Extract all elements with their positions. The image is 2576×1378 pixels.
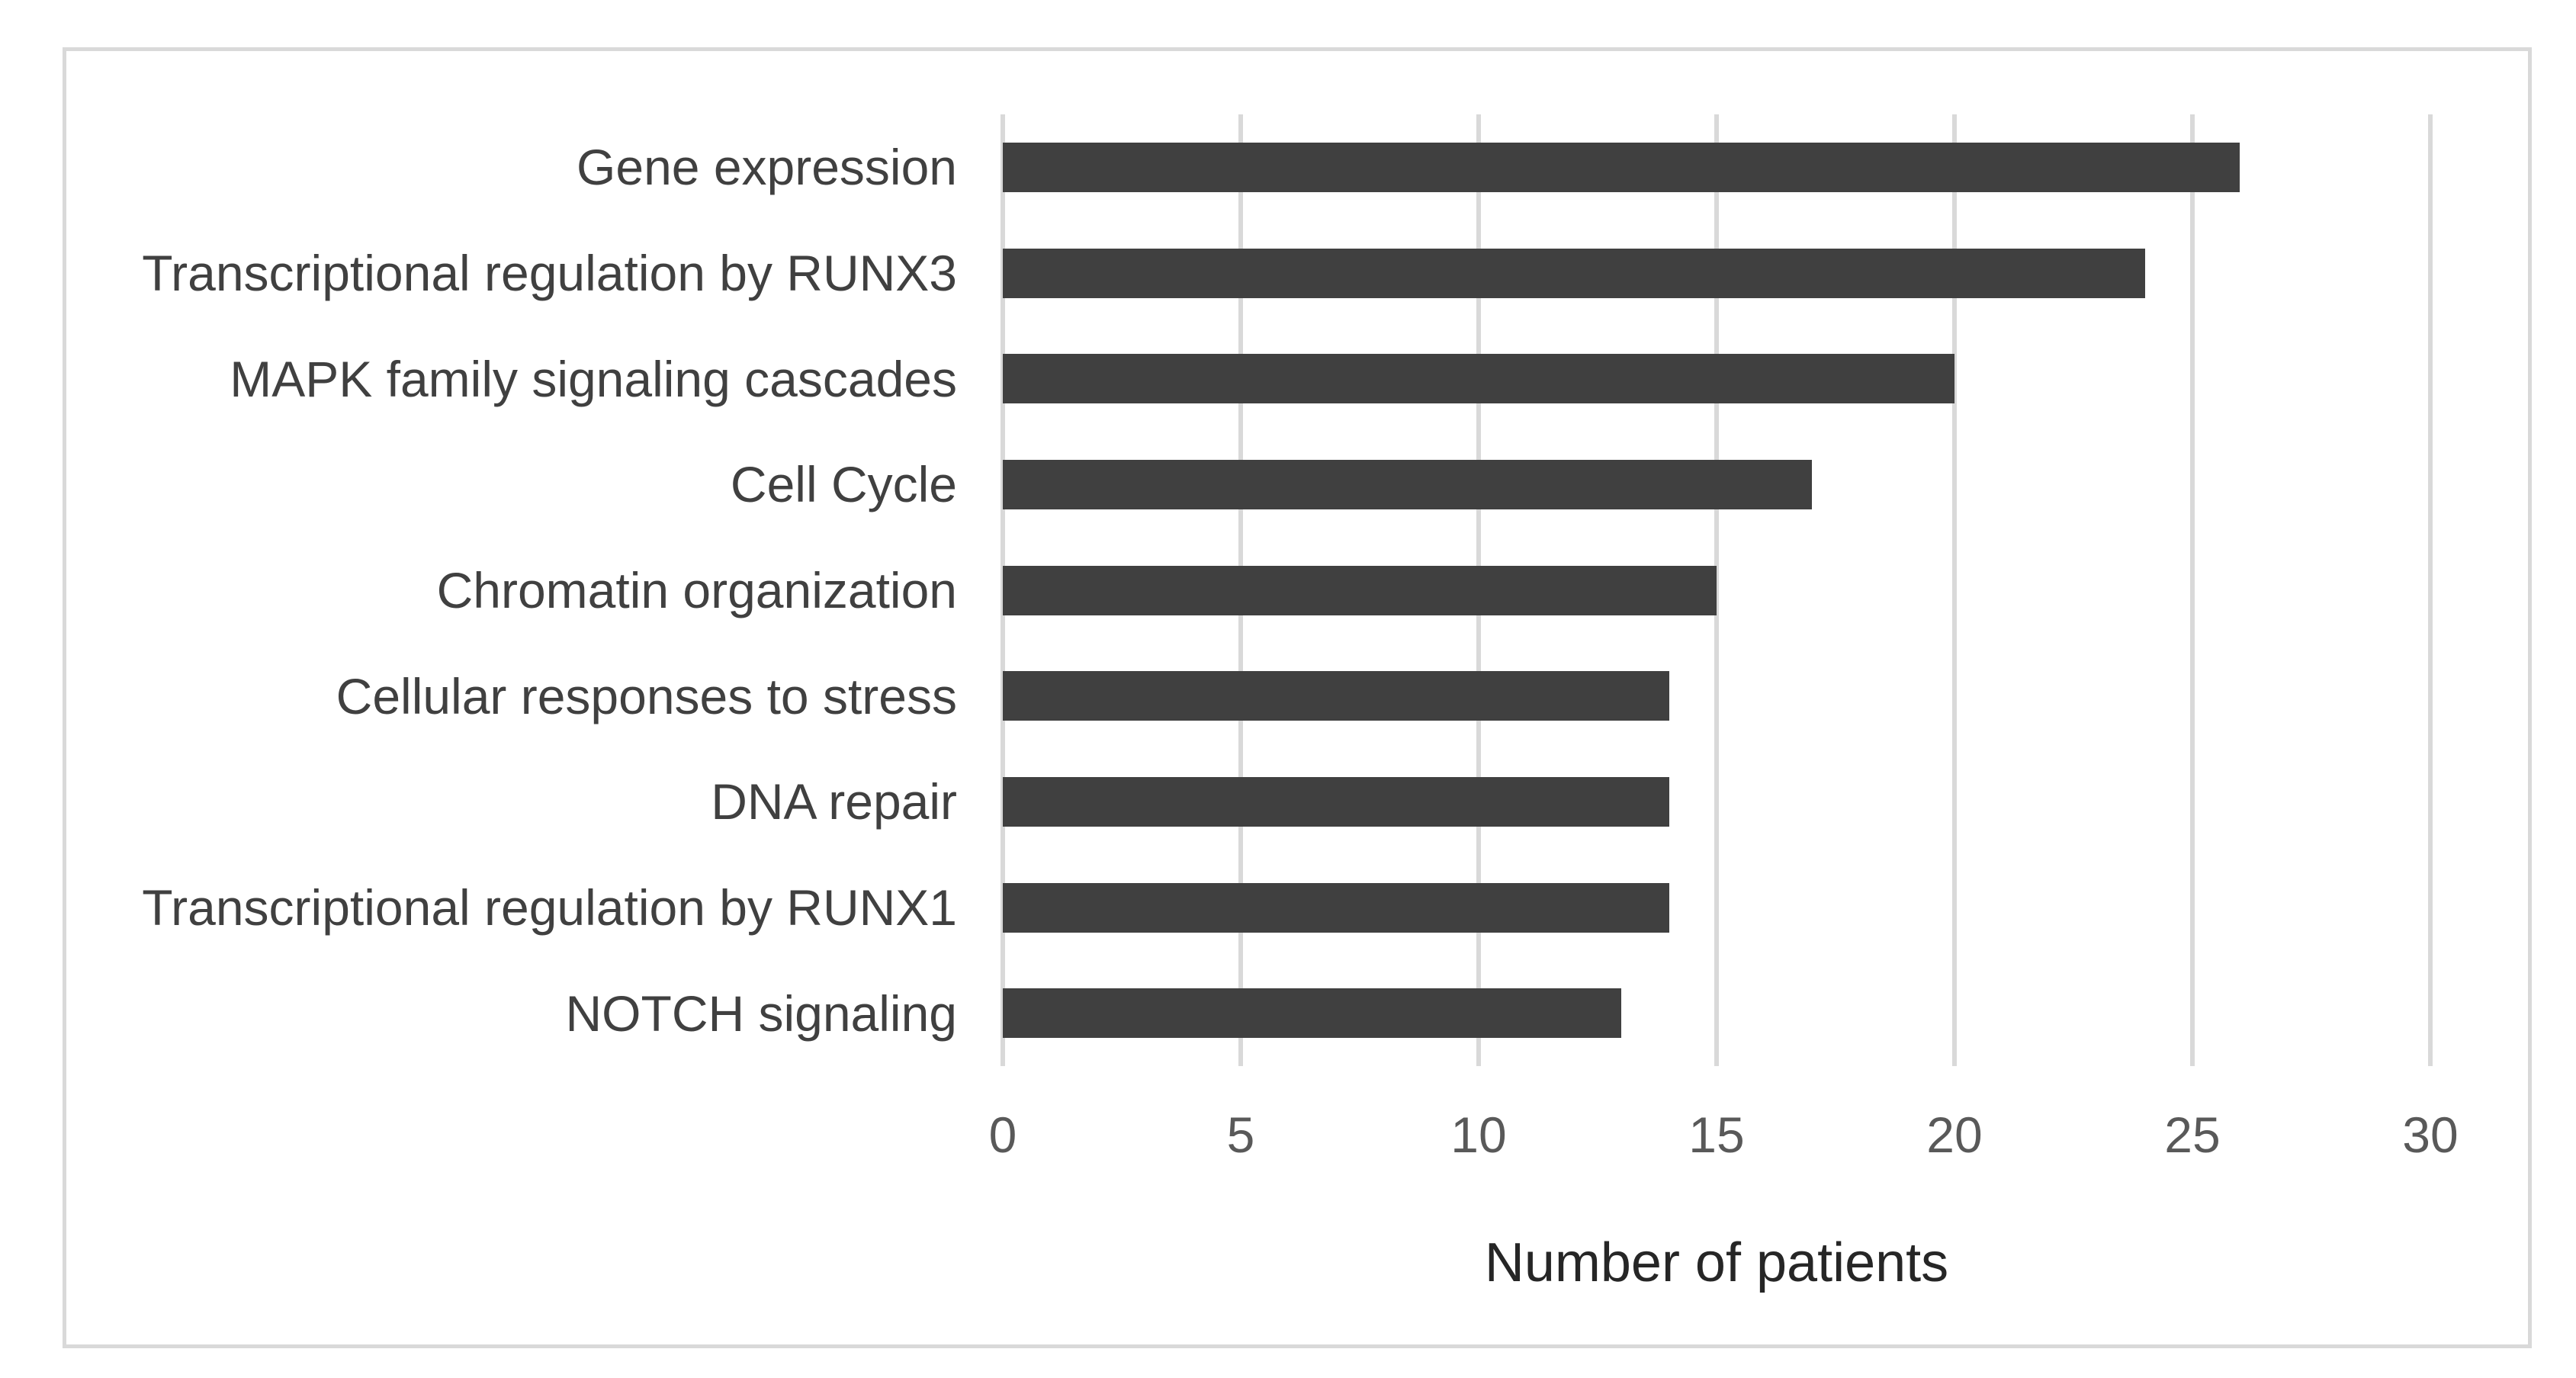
x-tick-label: 5: [1226, 1107, 1255, 1163]
category-label: Transcriptional regulation by RUNX1: [142, 879, 957, 936]
bar-4: [1003, 460, 1812, 509]
bar-row: [1003, 643, 2430, 749]
bar-row: [1003, 220, 2430, 326]
gridline-x-15: [1714, 114, 1719, 1066]
gridline-x-25: [2190, 114, 2195, 1066]
category-label: MAPK family signaling cascades: [230, 351, 957, 407]
bar-row: [1003, 432, 2430, 538]
x-tick-label: 30: [2402, 1107, 2459, 1163]
x-axis-ticks: 0 5 10 15 20 25 30: [66, 1110, 2528, 1171]
plot-area: [1001, 114, 2433, 1066]
x-axis-title: Number of patients: [1484, 1232, 1949, 1293]
bar-row: [1003, 749, 2430, 855]
bar-row: [1003, 855, 2430, 961]
bar-1: [1003, 143, 2240, 192]
bar-3: [1003, 354, 1954, 403]
bar-7: [1003, 777, 1669, 827]
chart-frame: Gene expression Transcriptional regulatio…: [63, 47, 2532, 1348]
x-tick-label: 15: [1688, 1107, 1745, 1163]
category-label: Gene expression: [577, 139, 957, 195]
bar-2: [1003, 249, 2145, 298]
x-tick-label: 25: [2164, 1107, 2221, 1163]
category-label: NOTCH signaling: [565, 985, 958, 1042]
category-axis: Gene expression Transcriptional regulatio…: [66, 114, 957, 1066]
category-label: Transcriptional regulation by RUNX3: [142, 245, 957, 301]
category-label: Cellular responses to stress: [336, 668, 957, 724]
bar-8: [1003, 883, 1669, 933]
bar-row: [1003, 960, 2430, 1066]
category-label: Cell Cycle: [730, 456, 957, 512]
category-label: DNA repair: [711, 773, 957, 830]
x-tick-label: 10: [1450, 1107, 1507, 1163]
bar-row: [1003, 114, 2430, 220]
bar-row: [1003, 326, 2430, 432]
bar-6: [1003, 671, 1669, 721]
gridline-x-30: [2428, 114, 2433, 1066]
bar-5: [1003, 566, 1717, 615]
x-tick-label: 20: [1926, 1107, 1983, 1163]
x-tick-label: 0: [988, 1107, 1017, 1163]
bar-row: [1003, 538, 2430, 644]
bar-9: [1003, 988, 1621, 1038]
category-label: Chromatin organization: [436, 562, 957, 618]
gridline-x-20: [1952, 114, 1957, 1066]
